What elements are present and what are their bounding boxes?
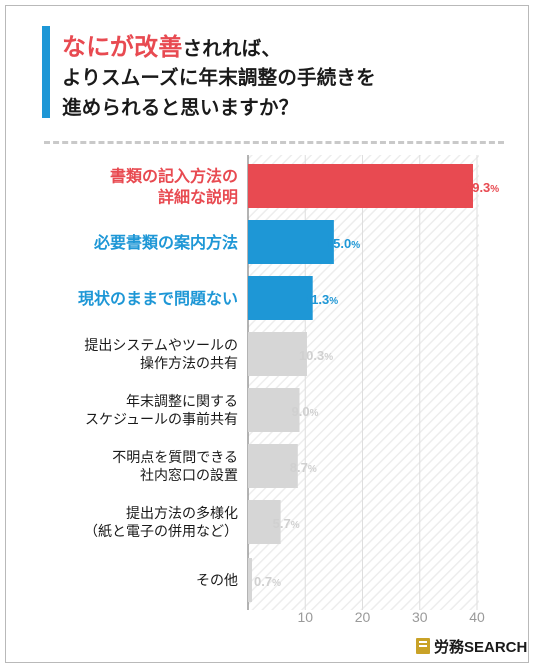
bars [248,164,473,602]
category-label: 年末調整に関する [126,394,238,410]
bar [248,444,298,488]
category-label: 書類の記入方法の [110,166,238,185]
bar [248,558,253,602]
data-label: 5.7% [273,516,300,531]
category-labels: 書類の記入方法の詳細な説明必要書類の案内方法現状のままで問題ない提出システムやツ… [78,166,238,589]
category-label: 必要書類の案内方法 [93,233,238,252]
x-tick-label: 10 [297,609,313,625]
data-label-unit: % [490,184,499,195]
category-label: 提出システムやツールの [84,338,238,354]
category-label: （紙と電子の併用など） [84,524,238,540]
data-label-unit: % [308,464,317,475]
x-tick-label: 40 [469,609,485,625]
bar [248,500,281,544]
bar [248,220,334,264]
chart-title-line-2: よりスムーズに年末調整の手続きを [62,66,376,89]
chart-title-line-1: なにが改善されれば、 [62,27,281,62]
title-highlight: なにが改善 [62,33,183,61]
data-label: 9.0% [292,404,319,419]
logo-text: 労務SEARCH [434,638,528,656]
data-label-unit: % [351,240,360,251]
category-label: 社内窓口の設置 [140,467,238,484]
data-label-unit: % [324,352,333,363]
bar [248,332,307,376]
data-label: 39.3% [465,180,499,195]
x-tick-label: 20 [355,609,371,625]
data-label-unit: % [310,408,319,419]
book-icon [416,638,430,654]
x-axis-ticks: 10 20 30 40 [297,609,485,625]
data-label: 8.7% [290,460,317,475]
data-label: 10.3% [299,348,333,363]
value-labels: 39.3% 15.0% 11.3% 10.3% 9.0% 8.7% 5.7% 0.7% [254,180,499,589]
data-label-unit: % [272,578,281,589]
brand-logo: 労務SEARCH [416,636,527,656]
data-label: 11.3% [305,292,339,307]
data-label: 15.0% [326,236,360,251]
bar [248,164,473,208]
category-label: 現状のままで問題ない [78,289,238,308]
bar [248,388,300,432]
category-label: スケジュールの事前共有 [85,411,238,428]
category-label: 提出方法の多様化 [126,505,238,522]
x-tick-label: 30 [412,609,428,625]
title-accent-bar [42,26,50,118]
data-label-unit: % [329,296,338,307]
bar [248,276,313,320]
category-label: その他 [196,573,238,589]
category-label: 詳細な説明 [158,187,238,206]
title-divider [44,141,504,144]
title-line-1-rest: されれば、 [182,37,282,60]
category-label: 不明点を質問できる [112,450,238,466]
category-label: 操作方法の共有 [140,356,238,372]
chart-title-line-3: 進められると思いますか？ [62,96,299,119]
data-label: 0.7% [254,574,281,589]
data-label-unit: % [291,520,300,531]
